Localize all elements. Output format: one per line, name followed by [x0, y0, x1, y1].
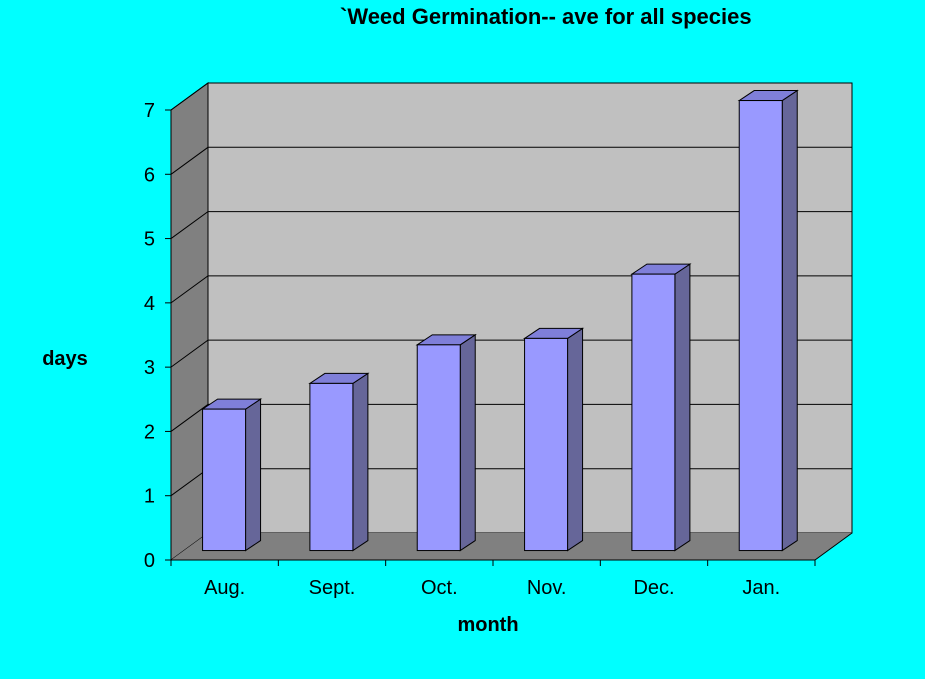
floor-edge	[814, 532, 853, 561]
y-tick-label: 2	[144, 421, 155, 443]
y-tick-label: 6	[144, 164, 155, 186]
y-tick-label: 3	[144, 357, 155, 379]
x-tick-label: Nov.	[527, 577, 567, 599]
y-tick-label: 7	[144, 100, 155, 122]
bar	[416, 344, 461, 552]
y-tick-label: 5	[144, 229, 155, 251]
bar-side	[459, 333, 476, 552]
bar	[524, 337, 569, 552]
x-tick-label: Jan.	[742, 577, 780, 599]
bar	[738, 100, 783, 552]
bar-side	[781, 89, 798, 552]
bar	[631, 273, 676, 552]
x-axis-title: month	[457, 614, 518, 636]
y-tick-label: 4	[144, 293, 155, 315]
y-axis-title: days	[42, 348, 88, 370]
bar	[202, 408, 247, 552]
y-tick-label: 1	[144, 486, 155, 508]
bar-side	[245, 398, 262, 552]
gridline	[170, 211, 852, 239]
y-tick-label: 0	[144, 550, 155, 572]
x-tick-label: Oct.	[421, 577, 458, 599]
bar	[309, 382, 354, 552]
gridline	[170, 82, 852, 111]
x-tick-label: Sept.	[309, 577, 356, 599]
chart-title: `Weed Germination-- ave for all species	[340, 4, 752, 29]
x-tick-label: Dec.	[633, 577, 674, 599]
x-tick-label: Aug.	[204, 577, 245, 599]
bar-side	[567, 327, 584, 552]
bar-side	[352, 372, 369, 552]
gridline	[170, 146, 852, 175]
bar-side	[674, 263, 691, 552]
